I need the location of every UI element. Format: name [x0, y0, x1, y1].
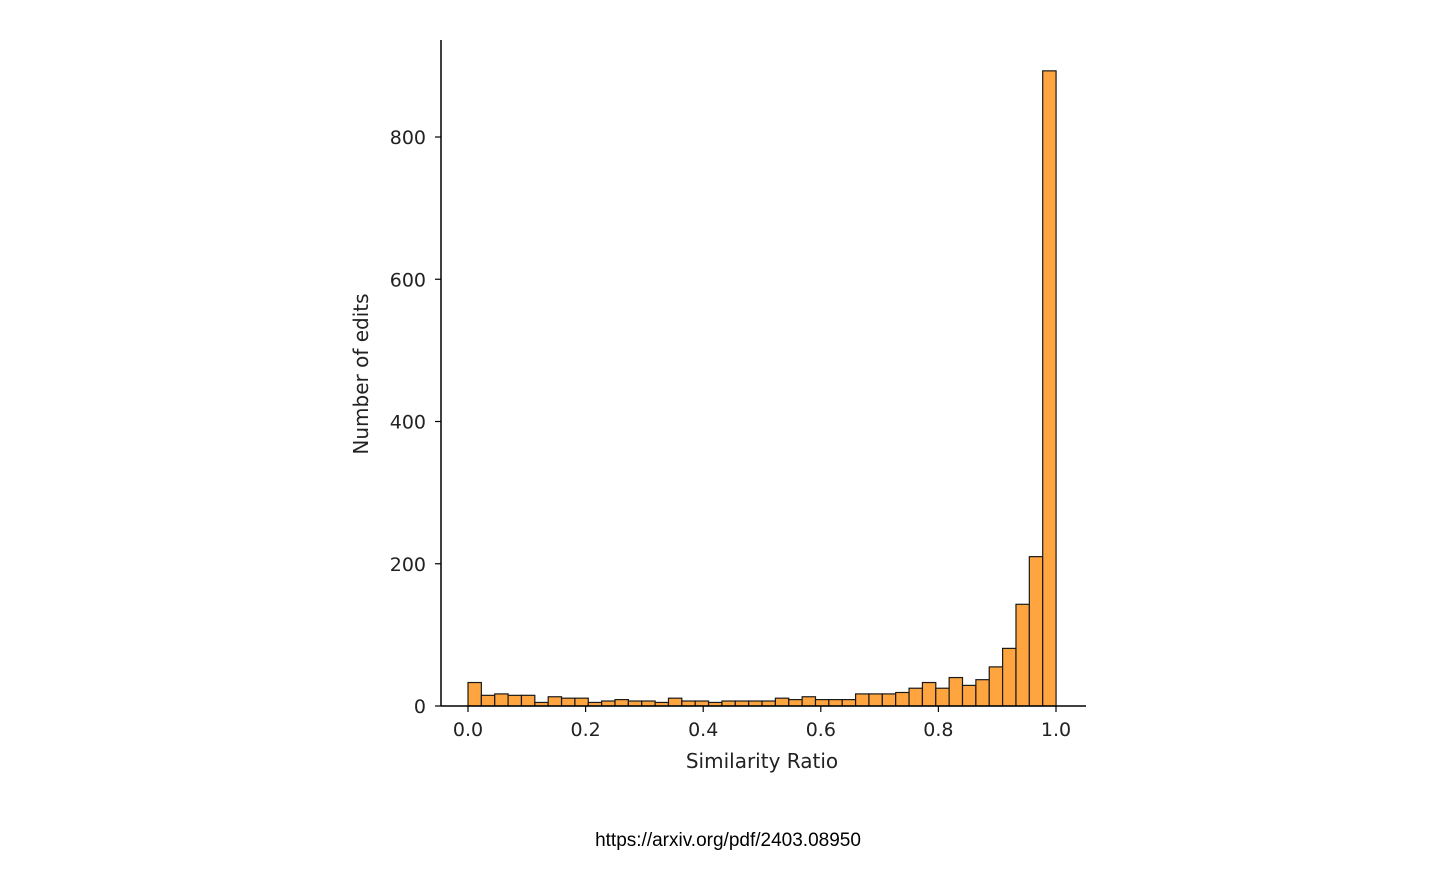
- histogram-bar: [520, 694, 536, 707]
- histogram-bar: [667, 697, 683, 707]
- histogram-bar: [547, 696, 563, 707]
- histogram-bar: [1028, 556, 1044, 707]
- y-ticks: 0 200 400 600 800: [390, 127, 441, 718]
- histogram-bar: [961, 684, 977, 707]
- histogram-bar: [560, 697, 576, 707]
- x-tick-label: 1.0: [1041, 719, 1071, 741]
- histogram-bar: [895, 691, 910, 707]
- histogram-bar: [814, 698, 830, 707]
- histogram-bar: [1042, 70, 1057, 707]
- histogram-bar: [988, 666, 1004, 707]
- histogram-bar: [948, 676, 964, 707]
- histogram-bar: [614, 698, 629, 707]
- histogram-bar: [788, 698, 803, 707]
- y-axis-title: Number of edits: [349, 293, 373, 454]
- y-tick-label: 400: [390, 412, 426, 434]
- x-tick-label: 0.4: [688, 719, 718, 741]
- histogram-bar: [774, 697, 790, 707]
- histogram-bar: [507, 694, 523, 707]
- y-tick-label: 200: [390, 554, 426, 576]
- histogram-bar: [975, 679, 990, 707]
- histogram-bar: [921, 681, 937, 707]
- histogram-bar: [854, 693, 870, 707]
- x-tick-label: 0.0: [453, 719, 483, 741]
- histogram-bar: [868, 693, 883, 707]
- histogram-bar: [841, 698, 857, 707]
- histogram-bar: [1015, 603, 1030, 707]
- x-tick-label: 0.2: [570, 719, 600, 741]
- x-tick-label: 0.6: [806, 719, 836, 741]
- histogram-bars: [467, 70, 1057, 707]
- histogram-bar: [908, 687, 924, 707]
- x-axis-title: Similarity Ratio: [686, 749, 838, 773]
- y-tick-label: 600: [390, 269, 426, 291]
- y-tick-label: 0: [414, 696, 426, 718]
- source-link[interactable]: https://arxiv.org/pdf/2403.08950: [595, 830, 861, 851]
- histogram-bar: [494, 693, 509, 707]
- histogram-bar: [480, 694, 496, 707]
- histogram-bar: [574, 697, 589, 707]
- x-ticks: 0.0 0.2 0.4 0.6 0.8 1.0: [453, 706, 1071, 741]
- y-tick-label: 800: [390, 127, 426, 149]
- histogram-bar: [467, 681, 482, 707]
- histogram-bar: [828, 698, 843, 707]
- x-tick-label: 0.8: [923, 719, 953, 741]
- histogram-bar: [1002, 647, 1017, 707]
- histogram-bar: [881, 693, 897, 707]
- histogram-bar: [801, 696, 817, 707]
- histogram-bar: [935, 687, 950, 707]
